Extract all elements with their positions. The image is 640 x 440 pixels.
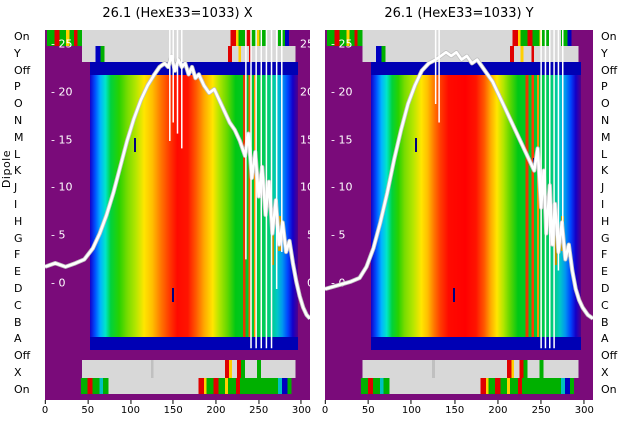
left-axis-labels: On Y Off P O N M L K J I H G F E D C B A Off X On <box>14 31 40 395</box>
panel-title-x: 26.1 (HexE33=1033) X <box>102 6 253 21</box>
y-tick-label: - 20 <box>51 85 73 99</box>
x-tick-label: 300 <box>292 400 311 416</box>
y-tick-label: - 15 <box>51 133 73 147</box>
axis-label: H <box>14 214 23 228</box>
y-tick-label: - 25 <box>51 37 73 51</box>
x-axis-ticks-y: 0 50 100 150 200 250 300 <box>322 400 594 420</box>
axis-label: E <box>14 265 21 279</box>
x-tick-label: 50 <box>81 400 94 416</box>
axis-label: Off <box>601 349 618 363</box>
axis-label: D <box>601 281 610 295</box>
axis-label: I <box>14 197 18 211</box>
axis-label: Off <box>14 349 31 363</box>
status-band-x <box>45 360 310 378</box>
x-tick-label: 0 <box>42 400 48 416</box>
axis-label: M <box>601 130 611 144</box>
x-tick-label: 100 <box>121 400 140 416</box>
axis-label: O <box>14 97 23 111</box>
axis-label: H <box>601 214 610 228</box>
x-tick-label: 50 <box>362 400 375 416</box>
x-tick-label: 100 <box>402 400 421 416</box>
status-band-on-top <box>325 30 593 46</box>
x-tick-label: 150 <box>164 400 183 416</box>
heatmap-panel-x: - 25 - 20 - 15 - 10 - 5 - 0 25 20 15 10 5 0 <box>45 30 310 400</box>
y-tick-label: 0 <box>307 276 310 289</box>
y-tick-label: - 10 <box>331 180 353 194</box>
x-tick-label: 150 <box>445 400 464 416</box>
axis-label: Y <box>14 46 21 60</box>
status-band-on-bottom <box>325 378 593 394</box>
x-tick-label: 300 <box>575 400 594 416</box>
x-tick-label: 250 <box>532 400 551 416</box>
x-tick-label: 250 <box>249 400 268 416</box>
y-tick-label: 5 <box>307 228 310 241</box>
y-axis-title: Dipole <box>0 150 13 189</box>
axis-label: C <box>14 298 22 312</box>
axis-label: On <box>14 30 30 43</box>
axis-label: G <box>601 231 610 245</box>
x-tick-label: 0 <box>322 400 328 416</box>
axis-label: O <box>601 97 610 111</box>
status-band-x <box>325 360 593 378</box>
x-tick-label: 200 <box>206 400 226 416</box>
axis-label: K <box>14 164 22 178</box>
axis-label: C <box>601 298 609 312</box>
status-band-on-bottom <box>45 378 310 394</box>
axis-label: A <box>14 332 22 346</box>
axis-label: N <box>14 113 23 127</box>
axis-label: Y <box>601 46 608 60</box>
axis-label: On <box>14 382 30 396</box>
axis-label: X <box>601 365 609 379</box>
heatmap-panel-y: - 25- 20- 15- 10- 5- 0 <box>325 30 593 400</box>
y-tick-label: - 10 <box>51 180 73 194</box>
axis-label: K <box>601 164 609 178</box>
y-tick-label: - 5 <box>331 228 346 242</box>
axis-label: E <box>601 265 608 279</box>
y-tick-label: - 0 <box>51 276 66 290</box>
y-tick-label: 25 <box>300 37 310 51</box>
x-tick-label: 200 <box>488 400 507 416</box>
axis-label: X <box>14 365 22 379</box>
axis-label: P <box>14 80 21 94</box>
axis-label: Off <box>14 63 31 77</box>
y-tick-label: - 25 <box>331 37 353 51</box>
right-axis-labels: On Y Off P O N M L K J I H G F E D C B A Off X On <box>601 31 635 395</box>
axis-label: P <box>601 80 608 94</box>
axis-label: N <box>601 113 610 127</box>
axis-label: On <box>601 382 617 396</box>
axis-label: Off <box>601 63 618 77</box>
axis-label: J <box>601 181 605 195</box>
panel-title-y: 26.1 (HexE33=1033) Y <box>384 6 534 21</box>
axis-label: B <box>14 315 22 329</box>
y-tick-label: - 15 <box>331 133 353 147</box>
axis-label: D <box>14 281 23 295</box>
axis-label: F <box>601 248 608 262</box>
axis-label: F <box>14 248 21 262</box>
y-tick-label: 10 <box>300 180 310 194</box>
axis-label: B <box>601 315 609 329</box>
axis-label: G <box>14 231 23 245</box>
overlay-curve-x <box>45 30 310 400</box>
axis-label: A <box>601 332 609 346</box>
y-tick-label: 20 <box>300 85 310 99</box>
y-tick-label: - 5 <box>51 228 66 242</box>
x-axis-ticks-x: 0 50 100 150 200 250 300 <box>42 400 311 420</box>
axis-label: L <box>601 147 608 161</box>
y-tick-label: 15 <box>300 133 310 147</box>
axis-label: L <box>14 147 21 161</box>
axis-label: J <box>14 181 18 195</box>
axis-label: I <box>601 197 605 211</box>
overlay-curve-y <box>325 30 593 400</box>
y-tick-label: - 20 <box>331 85 353 99</box>
axis-label: On <box>601 30 617 43</box>
axis-label: M <box>14 130 24 144</box>
